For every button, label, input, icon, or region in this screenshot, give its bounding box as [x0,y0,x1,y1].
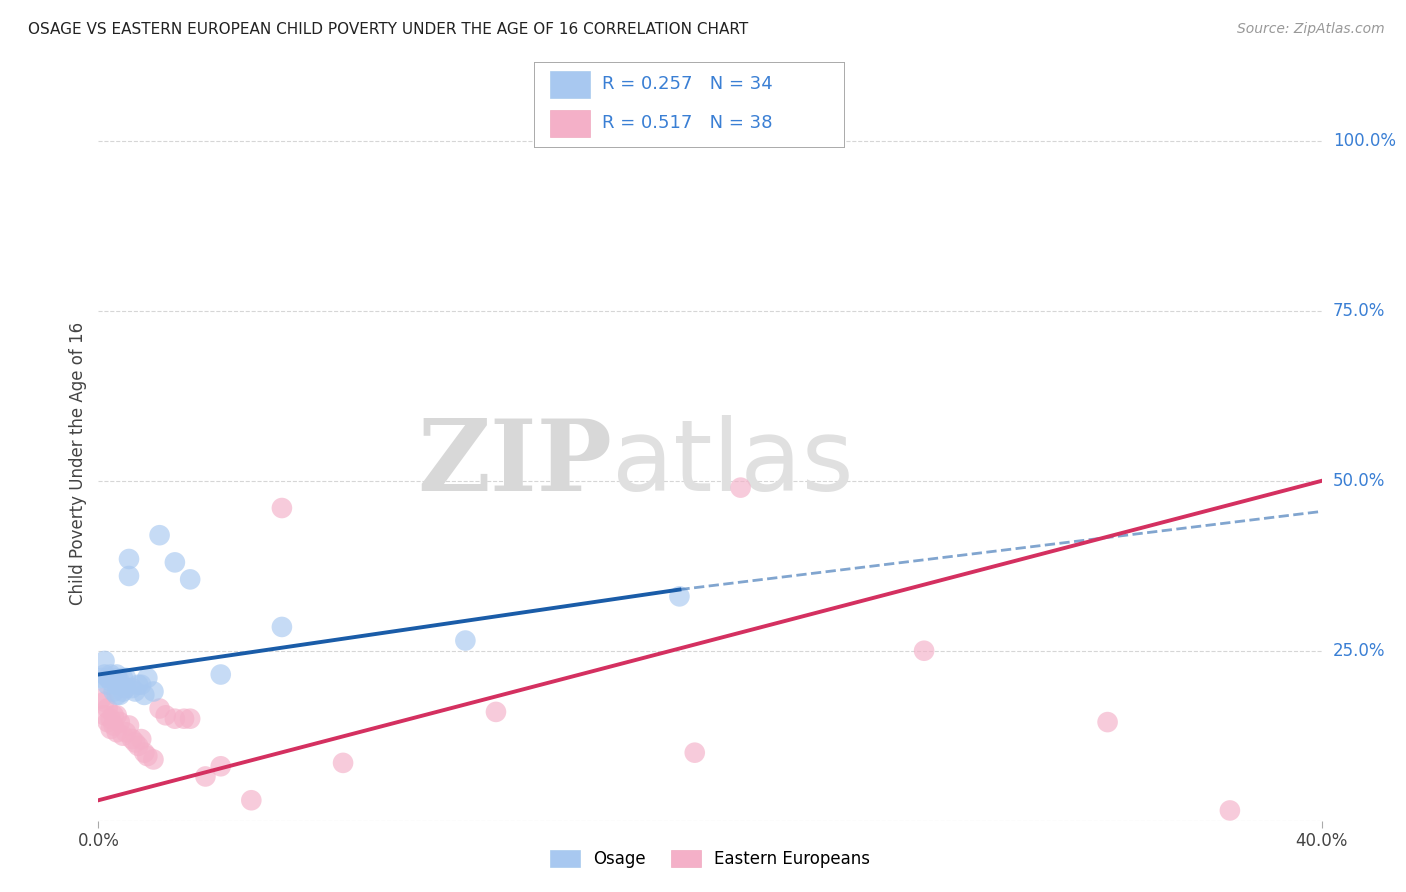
Point [90,691,112,706]
Point [105,725,128,739]
Point [103,671,125,685]
Point [115,671,138,685]
Text: R = 0.517   N = 38: R = 0.517 N = 38 [602,114,773,132]
Point [97,715,120,730]
Point [129,732,152,747]
Text: 75.0%: 75.0% [1333,301,1385,320]
Point [118,552,141,566]
Text: OSAGE VS EASTERN EUROPEAN CHILD POVERTY UNDER THE AGE OF 16 CORRELATION CHART: OSAGE VS EASTERN EUROPEAN CHILD POVERTY … [28,22,748,37]
Text: R = 0.257   N = 34: R = 0.257 N = 34 [602,76,773,94]
Point [111,671,134,685]
Point [100,674,122,689]
Bar [550,71,591,98]
Point [209,667,232,681]
Point [142,684,165,698]
Point [127,739,149,753]
Point [332,756,354,770]
Point [209,759,232,773]
Point [100,667,122,681]
Point [105,678,128,692]
Point [105,688,128,702]
Point [105,708,128,723]
Point [136,749,159,764]
Legend: Osage, Eastern Europeans: Osage, Eastern Europeans [541,842,879,877]
Point [194,769,217,783]
Point [173,712,195,726]
Point [93,708,115,723]
Point [103,718,125,732]
Point [115,725,138,739]
Text: 50.0%: 50.0% [1333,472,1385,490]
Point [240,793,263,807]
Point [97,671,120,685]
Point [90,671,112,685]
Point [1097,715,1119,730]
Text: Source: ZipAtlas.com: Source: ZipAtlas.com [1237,22,1385,37]
Point [179,712,201,726]
Point [93,667,115,681]
Point [912,644,935,658]
Point [163,712,186,726]
Point [121,732,143,747]
Point [97,678,120,692]
Point [1219,804,1241,818]
Point [129,678,152,692]
Point [124,735,146,749]
Point [97,701,120,715]
Point [103,708,125,723]
Point [134,688,156,702]
Point [730,481,752,495]
Point [100,722,122,736]
Point [155,708,177,723]
Point [111,684,134,698]
Point [108,688,131,702]
Text: 100.0%: 100.0% [1333,132,1396,150]
Point [163,555,186,569]
Bar [550,110,591,137]
Point [108,715,131,730]
Point [668,590,690,604]
Y-axis label: Child Poverty Under the Age of 16: Child Poverty Under the Age of 16 [69,322,87,606]
Point [93,695,115,709]
Point [103,684,125,698]
Text: 25.0%: 25.0% [1333,641,1385,660]
Point [270,501,292,516]
Point [121,681,143,695]
Text: atlas: atlas [612,416,853,512]
Point [136,671,159,685]
Point [93,654,115,668]
Point [683,746,706,760]
Point [149,528,172,542]
Point [115,681,138,695]
Point [149,701,172,715]
Point [134,746,156,760]
Point [179,573,201,587]
Point [100,712,122,726]
Point [124,684,146,698]
Point [118,569,141,583]
Point [127,678,149,692]
Point [111,729,134,743]
Point [270,620,292,634]
Point [454,633,477,648]
Point [142,752,165,766]
Text: ZIP: ZIP [418,416,612,512]
Point [118,718,141,732]
Point [105,667,128,681]
Point [108,674,131,689]
Point [485,705,508,719]
